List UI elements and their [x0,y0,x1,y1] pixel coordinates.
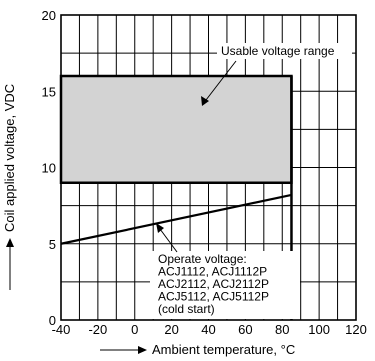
y-tick-label: 0 [49,313,56,328]
operate-voltage-line [60,193,292,245]
x-tick-label: 100 [308,322,330,337]
usable-range-label-background [217,43,352,59]
operate-label-line: ACJ2112, ACJ2112P [158,277,269,291]
y-axis-title: Coil applied voltage, VDC [2,84,17,290]
x-tick-label: 60 [238,322,252,337]
operate-voltage-arrowhead [156,223,164,233]
y-tick-label: 5 [49,237,56,252]
x-tick-label: 20 [164,322,178,337]
x-tick-label: -20 [88,322,107,337]
plot-frame [60,14,357,321]
operate-label-line: ACJ5112, ACJ5112P [158,290,269,304]
usable-voltage-range-area [59,74,293,184]
operate-label-line: Operate voltage: [158,252,247,266]
usable-range-arrowhead [201,96,209,106]
usable-range-label: Usable voltage range [221,44,335,58]
operate-voltage-label: Operate voltage:ACJ1112, ACJ1112PACJ2112… [158,252,269,316]
y-tick-label: 10 [42,161,56,176]
x-axis-arrowhead [138,346,147,354]
operate-label-background [150,251,300,319]
y-axis-arrowhead [6,238,14,247]
x-axis-label: Ambient temperature, °C [152,342,295,357]
y-tick-label: 20 [42,8,56,23]
operate-label-line: ACJ1112, ACJ1112P [158,265,267,279]
x-tick-label: 40 [201,322,215,337]
usable-range-arrow [205,60,237,101]
x-tick-label: 80 [275,322,289,337]
x-tick-label: -40 [52,322,71,337]
y-axis-label: Coil applied voltage, VDC [2,84,17,232]
operate-label-line: (cold start) [158,302,215,316]
x-tick-label: 0 [131,322,138,337]
operate-voltage-arrow [159,228,178,253]
tick-labels: -40 -20 0 20 40 60 80 100 120 0 5 10 15 20 [42,8,367,337]
y-tick-label: 15 [42,84,56,99]
x-axis-title: Ambient temperature, °C [100,342,295,357]
x-tick-label: 120 [345,322,367,337]
